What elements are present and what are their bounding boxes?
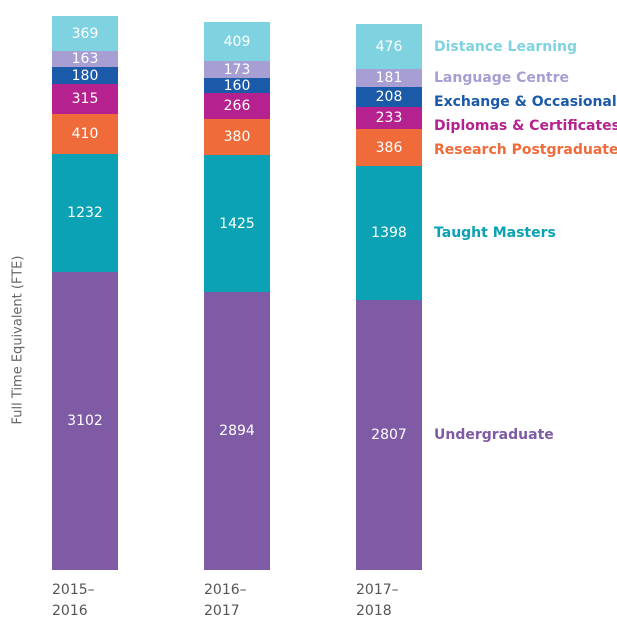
bar-segment [356,166,422,301]
legend-entry: Diplomas & Certificates [434,118,617,135]
x-tick-label: 2016–2017 [204,582,247,619]
bar-segment [52,272,118,570]
value-label: 1425 [219,215,255,232]
value-label: 173 [223,61,251,78]
value-label: 2807 [371,427,407,444]
bar-segment [204,61,270,78]
value-label: 233 [375,109,403,126]
bar-segment [52,51,118,67]
value-label: 180 [71,67,99,84]
legend-entry: Taught Masters [434,225,556,242]
legend-entry: Research Postgraduate [434,142,617,159]
bar-segment [204,93,270,119]
legend-entry: Exchange & Occasionals [434,94,617,111]
bar-segment [356,86,422,107]
bar-segment [52,114,118,154]
value-label: 410 [71,126,99,143]
bar-segment [52,66,118,85]
bar-segment [204,118,270,156]
value-label: 476 [375,38,403,55]
value-label: 1232 [67,204,103,221]
bar-segment [356,69,422,87]
value-label: 2894 [219,423,255,440]
bar-segment [204,155,270,293]
x-tick-label: 2015–2016 [52,582,95,619]
bar-segment [52,15,118,52]
value-label: 315 [71,91,99,108]
bar-segment [204,77,270,94]
value-label: 3102 [67,413,103,430]
value-label: 160 [223,77,251,94]
legend-entry: Distance Learning [434,38,578,55]
bar-segment [52,153,118,273]
value-label: 380 [223,128,251,145]
bar-segment [356,300,422,570]
bar-segment [356,23,422,70]
value-label: 369 [71,25,99,42]
bar-segment [356,129,422,167]
x-tick-label: 2017–2018 [356,582,399,619]
value-label: 386 [375,139,403,156]
value-label: 266 [223,97,251,114]
y-axis-label: Full Time Equivalent (FTE) [10,255,26,425]
bar-segment [204,292,270,570]
value-label: 181 [375,70,403,87]
legend-entry: Undergraduate [434,427,554,444]
value-label: 409 [223,33,251,50]
value-label: 163 [71,51,99,68]
bar-segment [204,21,270,62]
legend-entry: Language Centre [434,70,569,87]
value-label: 208 [375,88,403,105]
bar-segment [356,106,422,130]
value-label: 1398 [371,225,407,242]
bar-segment [52,84,118,115]
